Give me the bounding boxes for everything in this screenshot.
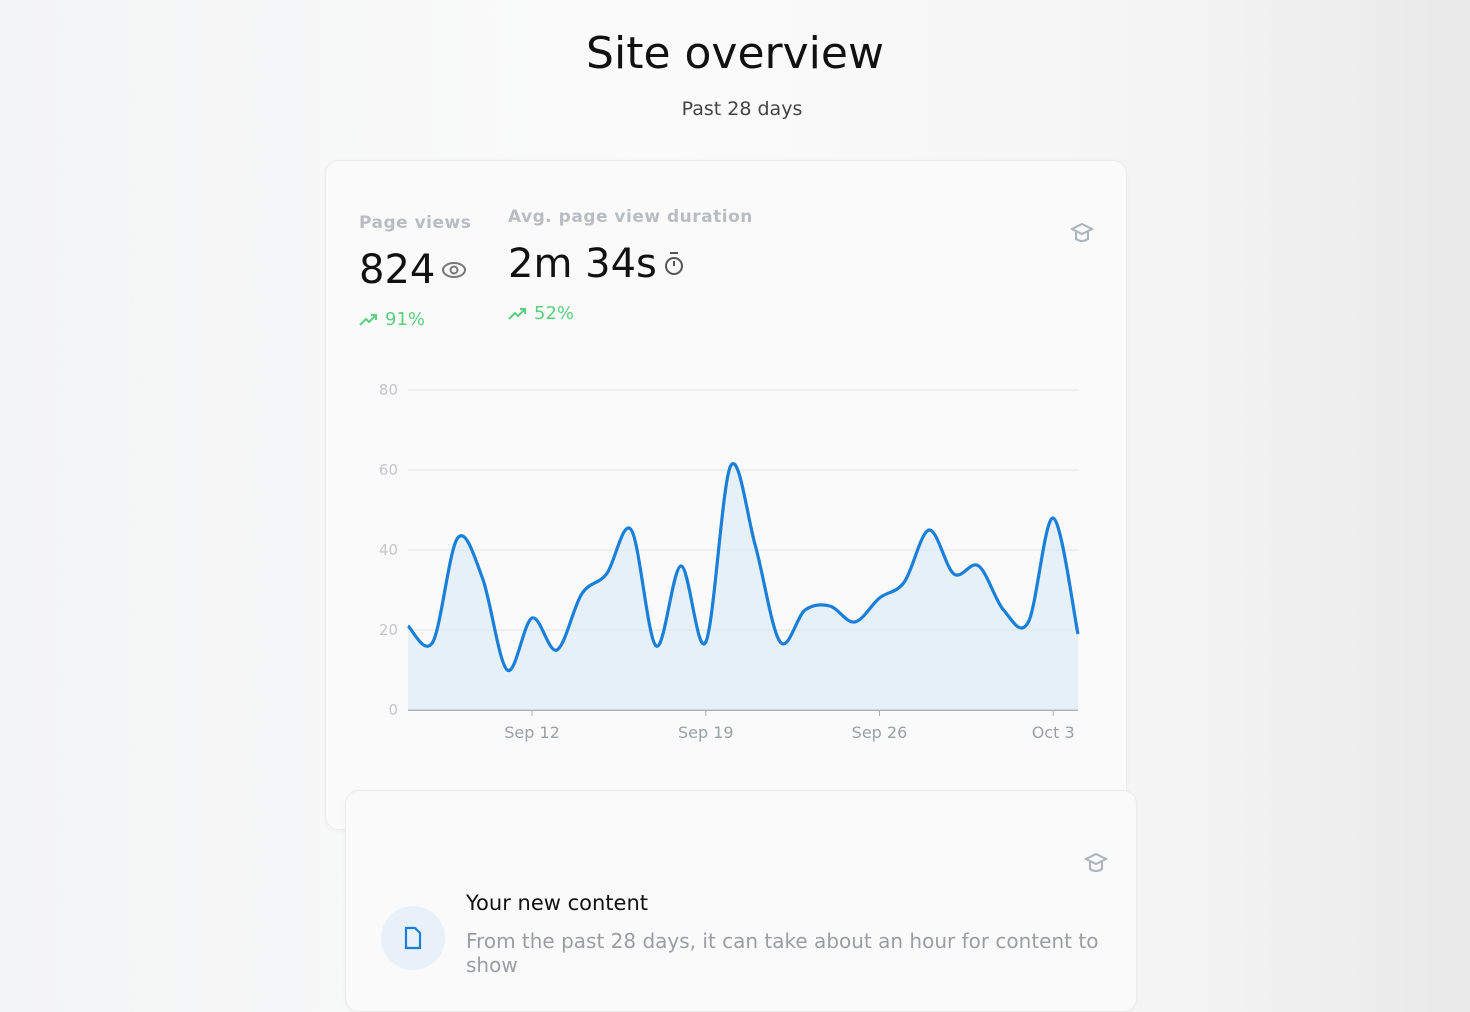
content-card-title: Your new content [466, 891, 648, 915]
metric-page-views: Page views 824 91% [359, 213, 471, 330]
y-tick-label: 60 [379, 461, 398, 479]
eye-icon [442, 262, 467, 278]
trending-up-icon [508, 307, 526, 320]
x-tick-label: Sep 12 [504, 723, 560, 742]
y-tick-label: 0 [388, 701, 398, 719]
metric-label: Avg. page view duration [508, 207, 753, 227]
y-tick-label: 40 [379, 541, 398, 559]
x-tick-label: Sep 26 [852, 723, 908, 742]
metric-label: Page views [359, 213, 472, 233]
metric-value: 2m 34s [508, 241, 657, 287]
timer-icon [664, 252, 683, 275]
y-tick-label: 80 [379, 381, 398, 399]
document-icon-badge [381, 906, 445, 970]
trending-up-icon [359, 313, 377, 326]
series-line [406, 461, 1080, 672]
school-icon[interactable] [1068, 219, 1096, 247]
metric-value: 824 [359, 247, 436, 293]
content-card-subtitle: From the past 28 days, it can take about… [466, 929, 1099, 977]
metric-change: 91% [385, 309, 426, 330]
page-subtitle: Past 28 days [681, 98, 803, 120]
school-icon[interactable] [1082, 849, 1110, 877]
y-tick-label: 20 [379, 621, 398, 639]
page-views-chart: 0 20 40 60 80 Sep 12 Sep 19 Sep 26 Oct 3 [379, 381, 1080, 742]
document-icon [404, 926, 422, 950]
metric-avg-duration: Avg. page view duration 2m 34s 52% [508, 207, 753, 324]
area-fill [408, 463, 1078, 710]
x-tick-label: Oct 3 [1032, 723, 1075, 742]
new-content-card: Your new content From the past 28 days, … [345, 790, 1137, 1012]
x-tick-label: Sep 19 [678, 723, 734, 742]
page-title: Site overview [586, 28, 884, 79]
metric-change: 52% [534, 303, 575, 324]
